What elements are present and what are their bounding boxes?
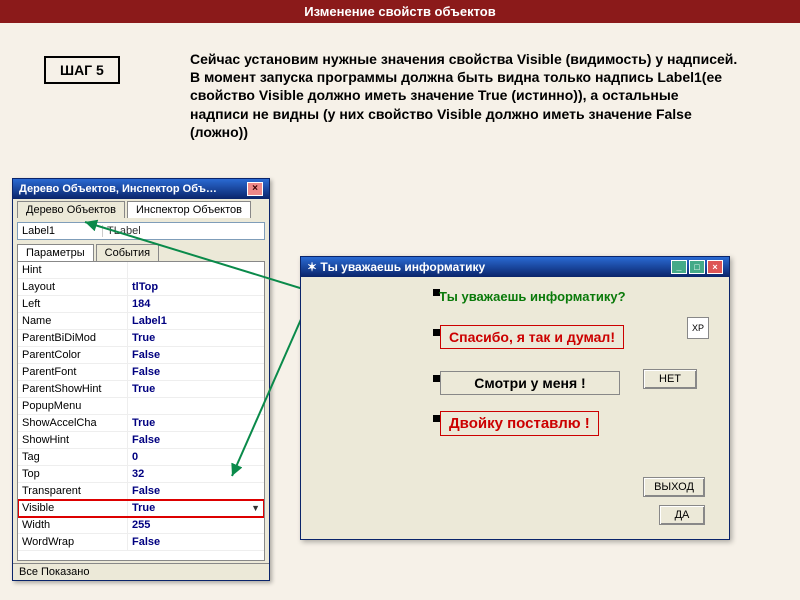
- no-button[interactable]: НЕТ: [643, 369, 697, 389]
- object-name: Label1: [22, 225, 102, 237]
- prop-value[interactable]: False: [128, 432, 264, 448]
- prop-value[interactable]: True: [128, 381, 264, 397]
- prop-name: ParentShowHint: [18, 381, 128, 397]
- description-text: Сейчас установим нужные значения свойств…: [190, 50, 740, 141]
- inspector-titlebar[interactable]: Дерево Объектов, Инспектор Объ… ×: [13, 179, 269, 199]
- prop-name: Transparent: [18, 483, 128, 499]
- prop-name: Hint: [18, 262, 128, 278]
- prop-value[interactable]: 184: [128, 296, 264, 312]
- xp-icon: XP: [687, 317, 709, 339]
- prop-name: ShowHint: [18, 432, 128, 448]
- close-form-icon[interactable]: ×: [707, 260, 723, 274]
- prop-value[interactable]: 32: [128, 466, 264, 482]
- prop-name: ParentFont: [18, 364, 128, 380]
- prop-value[interactable]: 0: [128, 449, 264, 465]
- prop-row-tag[interactable]: Tag0: [18, 449, 264, 466]
- inspector-subtabs: Параметры События: [13, 240, 269, 261]
- prop-value[interactable]: False: [128, 364, 264, 380]
- prop-row-visible[interactable]: VisibleTrue▼: [18, 500, 264, 517]
- tab-object-tree[interactable]: Дерево Объектов: [17, 201, 125, 218]
- form-body: Ты уважаешь информатику? Спасибо, я так …: [301, 277, 729, 539]
- prop-row-top[interactable]: Top32: [18, 466, 264, 483]
- property-grid[interactable]: HintLayouttlTopLeft184NameLabel1ParentBi…: [17, 261, 265, 561]
- prop-row-popupmenu[interactable]: PopupMenu: [18, 398, 264, 415]
- prop-row-hint[interactable]: Hint: [18, 262, 264, 279]
- question-label: Ты уважаешь информатику?: [439, 289, 626, 304]
- prop-name: ParentBiDiMod: [18, 330, 128, 346]
- prop-name: Layout: [18, 279, 128, 295]
- dropdown-icon[interactable]: ▼: [251, 500, 260, 516]
- prop-row-name[interactable]: NameLabel1: [18, 313, 264, 330]
- prop-row-parentshowhint[interactable]: ParentShowHintTrue: [18, 381, 264, 398]
- prop-value[interactable]: False: [128, 483, 264, 499]
- prop-name: ParentColor: [18, 347, 128, 363]
- prop-row-left[interactable]: Left184: [18, 296, 264, 313]
- prop-name: WordWrap: [18, 534, 128, 550]
- form-title-text: Ты уважаешь информатику: [320, 260, 485, 274]
- prop-name: Top: [18, 466, 128, 482]
- response-2: Смотри у меня !: [440, 371, 620, 395]
- label3-handle[interactable]: [433, 375, 440, 382]
- prop-row-layout[interactable]: LayouttlTop: [18, 279, 264, 296]
- prop-row-showhint[interactable]: ShowHintFalse: [18, 432, 264, 449]
- tab-object-inspector[interactable]: Инспектор Объектов: [127, 201, 251, 218]
- maximize-icon[interactable]: □: [689, 260, 705, 274]
- response-3: Двойку поставлю !: [440, 411, 599, 436]
- inspector-main-tabs: Дерево Объектов Инспектор Объектов: [13, 199, 269, 218]
- close-icon[interactable]: ×: [247, 182, 263, 196]
- form-preview-window: ✶ Ты уважаешь информатику _ □ × Ты уважа…: [300, 256, 730, 540]
- minimize-icon[interactable]: _: [671, 260, 687, 274]
- prop-row-transparent[interactable]: TransparentFalse: [18, 483, 264, 500]
- prop-name: PopupMenu: [18, 398, 128, 414]
- prop-name: ShowAccelCha: [18, 415, 128, 431]
- subtab-events[interactable]: События: [96, 244, 159, 261]
- prop-name: Visible: [18, 500, 128, 516]
- prop-name: Name: [18, 313, 128, 329]
- prop-value[interactable]: False: [128, 347, 264, 363]
- prop-row-parentfont[interactable]: ParentFontFalse: [18, 364, 264, 381]
- prop-value[interactable]: Label1: [128, 313, 264, 329]
- object-selector[interactable]: Label1 TLabel: [17, 222, 265, 240]
- response-1: Спасибо, я так и думал!: [440, 325, 624, 349]
- exit-button[interactable]: ВЫХОД: [643, 477, 705, 497]
- prop-value[interactable]: 255: [128, 517, 264, 533]
- prop-row-parentbidimod[interactable]: ParentBiDiModTrue: [18, 330, 264, 347]
- prop-name: Left: [18, 296, 128, 312]
- form-titlebar[interactable]: ✶ Ты уважаешь информатику _ □ ×: [301, 257, 729, 277]
- prop-value[interactable]: False: [128, 534, 264, 550]
- step-badge: ШАГ 5: [44, 56, 120, 84]
- yes-button[interactable]: ДА: [659, 505, 705, 525]
- inspector-status: Все Показано: [13, 563, 269, 580]
- slide-title: Изменение свойств объектов: [0, 0, 800, 23]
- prop-row-width[interactable]: Width255: [18, 517, 264, 534]
- object-inspector-window: Дерево Объектов, Инспектор Объ… × Дерево…: [12, 178, 270, 581]
- prop-row-wordwrap[interactable]: WordWrapFalse: [18, 534, 264, 551]
- prop-row-showaccelcha[interactable]: ShowAccelChaTrue: [18, 415, 264, 432]
- label4-handle[interactable]: [433, 415, 440, 422]
- prop-row-parentcolor[interactable]: ParentColorFalse: [18, 347, 264, 364]
- object-class: TLabel: [102, 225, 260, 237]
- prop-name: Tag: [18, 449, 128, 465]
- label2-handle[interactable]: [433, 329, 440, 336]
- prop-value[interactable]: True▼: [128, 500, 264, 516]
- prop-value[interactable]: True: [128, 415, 264, 431]
- prop-value[interactable]: [128, 262, 264, 278]
- prop-value[interactable]: True: [128, 330, 264, 346]
- inspector-title: Дерево Объектов, Инспектор Объ…: [19, 183, 217, 195]
- prop-value[interactable]: [128, 398, 264, 414]
- subtab-params[interactable]: Параметры: [17, 244, 94, 261]
- prop-value[interactable]: tlTop: [128, 279, 264, 295]
- prop-name: Width: [18, 517, 128, 533]
